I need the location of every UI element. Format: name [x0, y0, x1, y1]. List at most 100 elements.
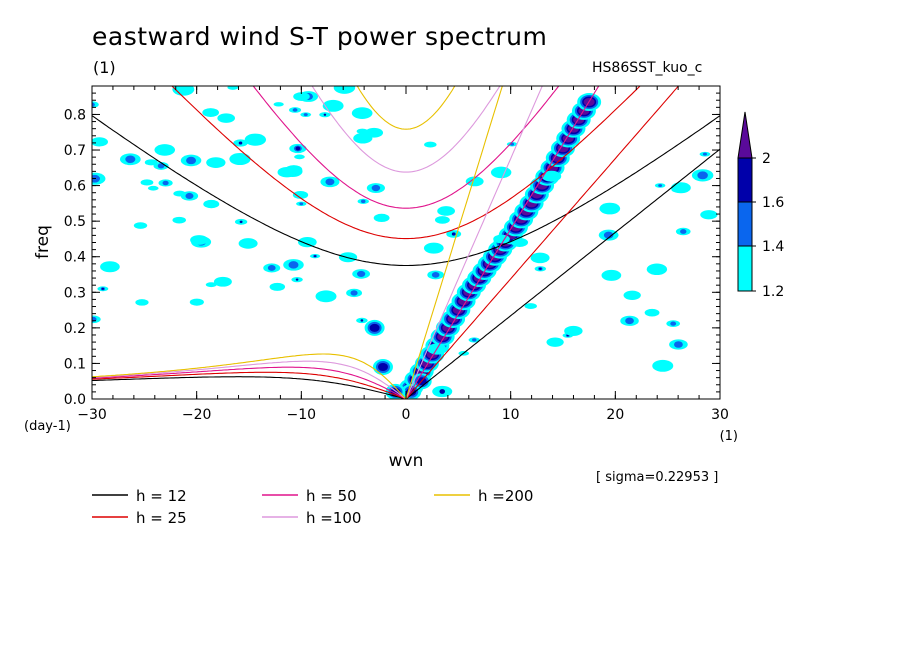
y-tick-label: 0.7: [64, 143, 86, 159]
noise-patch: [227, 86, 239, 90]
noise-patch: [133, 222, 148, 229]
noise-peak: [295, 146, 301, 151]
legend-label-h200: h =200: [478, 487, 533, 505]
curve-gravity-h50: [252, 86, 560, 209]
curve-gravity-h12: [92, 115, 720, 267]
chart-title: eastward wind S-T power spectrum: [92, 22, 548, 51]
x-tick-label: 0: [402, 407, 411, 423]
noise-core: [625, 317, 634, 325]
noise-core: [670, 321, 677, 326]
noise-peak: [295, 278, 299, 281]
y-tick-label: 0.4: [64, 250, 86, 266]
curve-rossby-h50: [92, 366, 408, 399]
noise-patch: [172, 216, 186, 224]
noise-core: [680, 229, 687, 234]
noise-core: [371, 184, 381, 192]
noise-patch: [213, 276, 232, 287]
noise-core: [292, 108, 298, 112]
peak-level-3: [369, 323, 380, 332]
noise-core: [431, 272, 440, 278]
colorbar-extend-max: [737, 111, 753, 159]
colorbar-band-3: [737, 157, 753, 203]
y-tick-label: 0.1: [64, 356, 86, 372]
noise-patch: [298, 236, 317, 248]
noise-patch: [322, 99, 344, 112]
noise-core: [288, 261, 299, 269]
noise-core: [350, 290, 358, 296]
noise-peak: [238, 141, 243, 145]
noise-patch: [652, 359, 674, 372]
y-tick-label: 0.5: [64, 214, 86, 230]
noise-patch: [541, 170, 562, 182]
noise-patch: [293, 92, 310, 101]
noise-patch: [202, 108, 220, 117]
noise-core: [299, 202, 304, 206]
legend-label-h50: h = 50: [306, 487, 357, 505]
legend-label-h25: h = 25: [136, 509, 187, 527]
noise-peak: [451, 232, 456, 236]
x-tick-label: −20: [182, 407, 212, 423]
noise-patch: [203, 199, 220, 209]
sigma-note: [ sigma=0.22953 ]: [596, 470, 719, 485]
curve-kelvin-h50: [405, 86, 600, 399]
noise-core: [162, 180, 169, 186]
y-axis-unit: (day-1): [24, 419, 71, 434]
curve-rossby-h12: [92, 376, 409, 399]
y-tick-label: 0.3: [64, 285, 86, 301]
curve-kelvin-h100: [405, 86, 543, 399]
dispersion-curves: [92, 86, 720, 399]
noise-patch: [100, 261, 120, 273]
x-tick-label: 30: [711, 407, 729, 423]
noise-patch: [154, 144, 176, 156]
noise-patch: [140, 179, 154, 186]
noise-patch: [351, 107, 373, 119]
noise-patch: [92, 137, 108, 147]
colorbar-band-2: [737, 201, 753, 247]
noise-patch: [599, 202, 621, 215]
noise-core: [267, 265, 276, 271]
noise-core: [603, 231, 614, 239]
legend-label-h100: h =100: [306, 509, 361, 527]
noise-peak: [360, 319, 364, 322]
noise-core: [92, 102, 95, 107]
noise-patch: [135, 299, 149, 306]
plot-frame: [91, 85, 721, 400]
noise-core: [185, 192, 194, 199]
curve-rossby-h200: [92, 353, 407, 399]
colorbar: 1.2 1.4 1.6 2: [737, 111, 784, 300]
colorbar-label: 1.4: [762, 239, 784, 255]
curve-rossby-h100: [92, 360, 407, 399]
y-tick-label: 0.6: [64, 179, 86, 195]
noise-patch: [644, 308, 660, 317]
noise-patch: [511, 237, 529, 247]
noise-patch: [173, 190, 186, 197]
x-axis-unit: (1): [720, 429, 738, 444]
noise-patch: [546, 337, 564, 347]
noise-core: [472, 338, 477, 342]
noise-core: [702, 152, 707, 156]
noise-patch: [273, 102, 284, 107]
colorbar-label: 2: [762, 151, 771, 167]
noise-patch: [217, 113, 235, 123]
noise-patch: [333, 86, 356, 94]
y-tick-label: 0.2: [64, 321, 86, 337]
noise-patch: [189, 298, 204, 306]
spectrum-heatmap: [92, 86, 718, 399]
noise-core: [325, 178, 335, 186]
noise-patch: [465, 176, 484, 187]
noise-patch: [147, 185, 159, 191]
noise-patch: [205, 282, 217, 288]
noise-peak: [101, 287, 105, 290]
noise-core: [186, 156, 197, 165]
colorbar-band-1: [737, 245, 753, 292]
noise-patch: [623, 290, 641, 300]
noise-patch: [373, 213, 390, 223]
x-axis-label: wvn: [389, 451, 424, 471]
noise-patch: [530, 252, 550, 264]
noise-patch: [277, 167, 297, 178]
noise-patch: [424, 141, 437, 148]
noise-patch: [490, 166, 512, 179]
noise-core: [697, 171, 708, 180]
noise-core: [658, 184, 663, 187]
